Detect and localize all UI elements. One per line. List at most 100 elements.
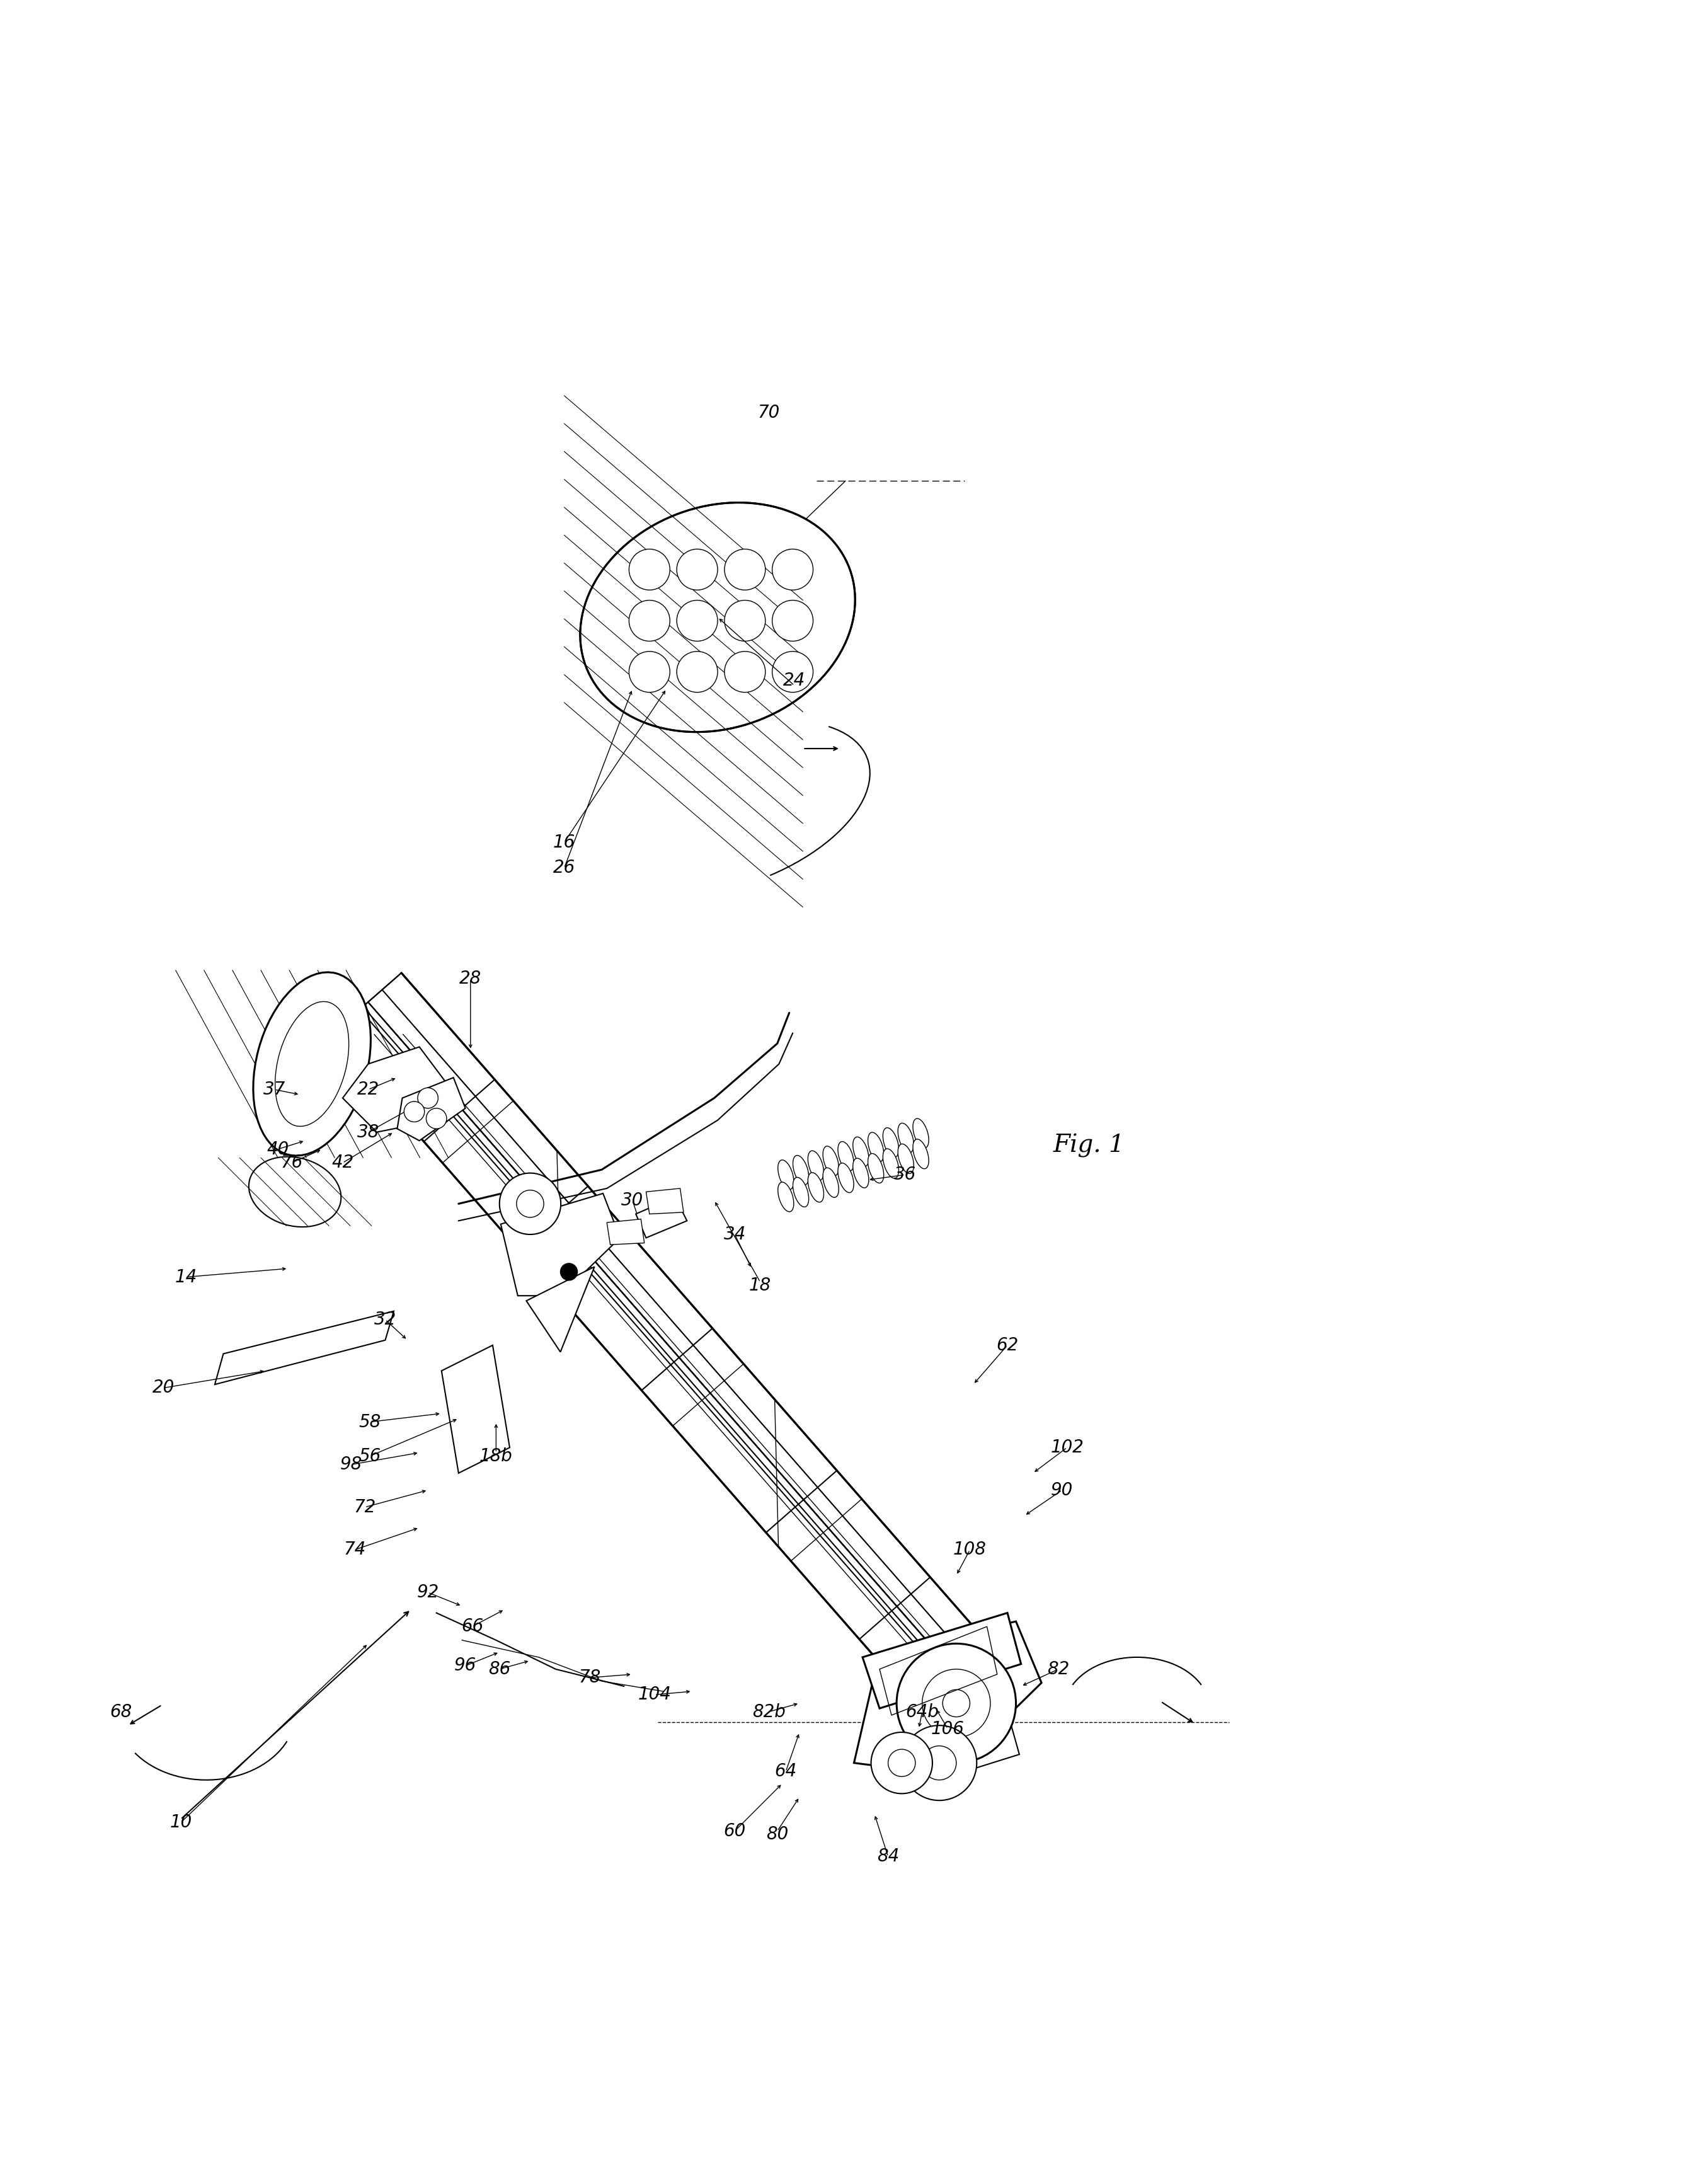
- Text: 22: 22: [357, 1081, 379, 1098]
- Text: 30: 30: [622, 1191, 644, 1209]
- Text: 72: 72: [354, 1498, 376, 1516]
- Text: 96: 96: [454, 1656, 477, 1676]
- Polygon shape: [854, 1622, 1042, 1775]
- Text: 20: 20: [152, 1379, 174, 1397]
- Polygon shape: [331, 1003, 991, 1747]
- Text: 82b: 82b: [752, 1704, 786, 1721]
- Text: 18: 18: [750, 1278, 772, 1295]
- Circle shape: [560, 1263, 577, 1280]
- Ellipse shape: [839, 1163, 854, 1193]
- Ellipse shape: [852, 1137, 869, 1167]
- Text: 68: 68: [109, 1704, 132, 1721]
- Circle shape: [629, 601, 670, 642]
- Text: 32: 32: [374, 1310, 396, 1327]
- Ellipse shape: [883, 1148, 898, 1178]
- Circle shape: [676, 601, 717, 642]
- Circle shape: [427, 1109, 446, 1129]
- Text: 106: 106: [931, 1721, 965, 1738]
- Circle shape: [724, 601, 765, 642]
- Ellipse shape: [253, 973, 371, 1157]
- Ellipse shape: [852, 1159, 869, 1187]
- Text: 108: 108: [953, 1542, 987, 1559]
- Ellipse shape: [777, 1161, 794, 1189]
- Ellipse shape: [808, 1172, 823, 1202]
- Circle shape: [772, 549, 813, 590]
- Text: Fig. 1: Fig. 1: [1054, 1133, 1126, 1159]
- Ellipse shape: [249, 1157, 342, 1226]
- Ellipse shape: [912, 1139, 929, 1170]
- Circle shape: [405, 1100, 425, 1122]
- Polygon shape: [863, 1613, 1021, 1708]
- Circle shape: [676, 651, 717, 692]
- Text: 14: 14: [174, 1269, 196, 1286]
- Text: 38: 38: [357, 1124, 379, 1142]
- Text: 10: 10: [169, 1814, 191, 1831]
- Circle shape: [676, 549, 717, 590]
- Polygon shape: [888, 1712, 1020, 1788]
- Text: 102: 102: [1050, 1438, 1083, 1457]
- Text: 82: 82: [1047, 1660, 1069, 1678]
- Circle shape: [516, 1189, 543, 1217]
- Text: 92: 92: [417, 1583, 439, 1602]
- Ellipse shape: [793, 1155, 810, 1185]
- Text: 28: 28: [459, 971, 482, 988]
- Polygon shape: [500, 1193, 620, 1295]
- Text: 37: 37: [263, 1081, 285, 1098]
- Text: 66: 66: [461, 1617, 483, 1634]
- Text: 24: 24: [784, 672, 806, 690]
- Circle shape: [902, 1725, 977, 1801]
- Ellipse shape: [793, 1178, 810, 1206]
- Text: 64: 64: [775, 1762, 798, 1779]
- Text: 76: 76: [280, 1155, 302, 1172]
- Text: 34: 34: [724, 1226, 746, 1243]
- Ellipse shape: [868, 1155, 883, 1183]
- Text: 78: 78: [579, 1669, 601, 1686]
- Circle shape: [499, 1174, 560, 1235]
- Text: 84: 84: [876, 1849, 898, 1866]
- Text: 18b: 18b: [480, 1446, 512, 1466]
- Ellipse shape: [823, 1146, 839, 1176]
- Text: 60: 60: [724, 1823, 746, 1840]
- Circle shape: [871, 1732, 933, 1794]
- Text: 26: 26: [553, 858, 576, 878]
- Polygon shape: [398, 1077, 465, 1142]
- Text: 90: 90: [1050, 1481, 1073, 1498]
- Polygon shape: [367, 973, 1023, 1712]
- Ellipse shape: [808, 1150, 823, 1180]
- Circle shape: [897, 1643, 1016, 1762]
- Text: 64b: 64b: [905, 1704, 939, 1721]
- Ellipse shape: [912, 1118, 929, 1148]
- Polygon shape: [441, 1345, 509, 1472]
- Text: 42: 42: [331, 1155, 354, 1172]
- Polygon shape: [215, 1310, 395, 1384]
- Text: 36: 36: [893, 1165, 915, 1183]
- Text: 62: 62: [996, 1336, 1018, 1353]
- Circle shape: [724, 651, 765, 692]
- Ellipse shape: [898, 1144, 914, 1174]
- Circle shape: [772, 651, 813, 692]
- Text: 86: 86: [488, 1660, 511, 1678]
- Circle shape: [943, 1691, 970, 1717]
- Polygon shape: [635, 1198, 687, 1239]
- Text: 56: 56: [359, 1446, 381, 1466]
- Ellipse shape: [898, 1122, 914, 1152]
- Polygon shape: [343, 1046, 444, 1133]
- Text: 74: 74: [343, 1542, 366, 1559]
- Circle shape: [629, 549, 670, 590]
- Circle shape: [724, 549, 765, 590]
- Text: 80: 80: [767, 1825, 789, 1844]
- Polygon shape: [646, 1189, 683, 1215]
- Text: 70: 70: [758, 404, 781, 422]
- Text: 104: 104: [637, 1686, 671, 1704]
- Ellipse shape: [823, 1167, 839, 1198]
- Circle shape: [629, 651, 670, 692]
- Ellipse shape: [883, 1129, 898, 1157]
- Text: 58: 58: [359, 1414, 381, 1431]
- Text: 40: 40: [266, 1139, 289, 1159]
- Circle shape: [772, 601, 813, 642]
- Text: 16: 16: [553, 835, 576, 852]
- Text: 98: 98: [340, 1455, 362, 1472]
- Ellipse shape: [777, 1183, 794, 1211]
- Ellipse shape: [839, 1142, 854, 1172]
- Polygon shape: [606, 1219, 644, 1245]
